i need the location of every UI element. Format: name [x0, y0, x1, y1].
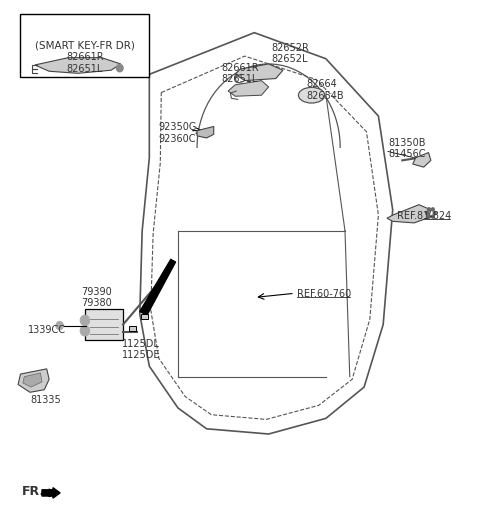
Polygon shape: [235, 64, 283, 81]
Circle shape: [426, 212, 429, 214]
Polygon shape: [413, 152, 431, 167]
Polygon shape: [18, 369, 49, 392]
Circle shape: [428, 208, 431, 211]
Text: FR.: FR.: [22, 485, 45, 498]
Text: 81350B
81456C: 81350B 81456C: [388, 138, 425, 159]
Polygon shape: [85, 309, 123, 340]
Text: 82652R
82652L: 82652R 82652L: [271, 43, 309, 64]
FancyBboxPatch shape: [21, 15, 149, 77]
Text: REF.60-760: REF.60-760: [297, 289, 351, 299]
Polygon shape: [23, 373, 42, 387]
Polygon shape: [140, 259, 176, 315]
Circle shape: [56, 321, 63, 330]
Text: REF.81-824: REF.81-824: [397, 211, 452, 221]
Text: 82661R
82651L: 82661R 82651L: [221, 62, 259, 84]
Ellipse shape: [299, 88, 324, 103]
Text: 79390
79380: 79390 79380: [82, 287, 112, 308]
Polygon shape: [228, 81, 269, 96]
Text: 81335: 81335: [30, 395, 61, 405]
Polygon shape: [197, 126, 214, 138]
Circle shape: [116, 64, 123, 72]
Polygon shape: [35, 58, 120, 73]
Text: 92350G
92360C: 92350G 92360C: [159, 122, 197, 144]
Circle shape: [432, 215, 434, 218]
Text: 82664
82654B: 82664 82654B: [307, 79, 345, 101]
Text: 1339CC: 1339CC: [28, 325, 66, 335]
FancyArrow shape: [42, 488, 60, 498]
Circle shape: [428, 215, 431, 218]
Circle shape: [432, 208, 434, 211]
Circle shape: [80, 315, 90, 325]
Circle shape: [80, 325, 90, 336]
Bar: [141, 314, 148, 319]
Text: (SMART KEY-FR DR): (SMART KEY-FR DR): [35, 41, 135, 51]
Bar: [129, 326, 136, 331]
Polygon shape: [387, 205, 431, 223]
Text: 1125DL
1125DE: 1125DL 1125DE: [121, 339, 160, 361]
Circle shape: [433, 212, 436, 214]
Text: 82661R
82651L: 82661R 82651L: [66, 52, 104, 74]
